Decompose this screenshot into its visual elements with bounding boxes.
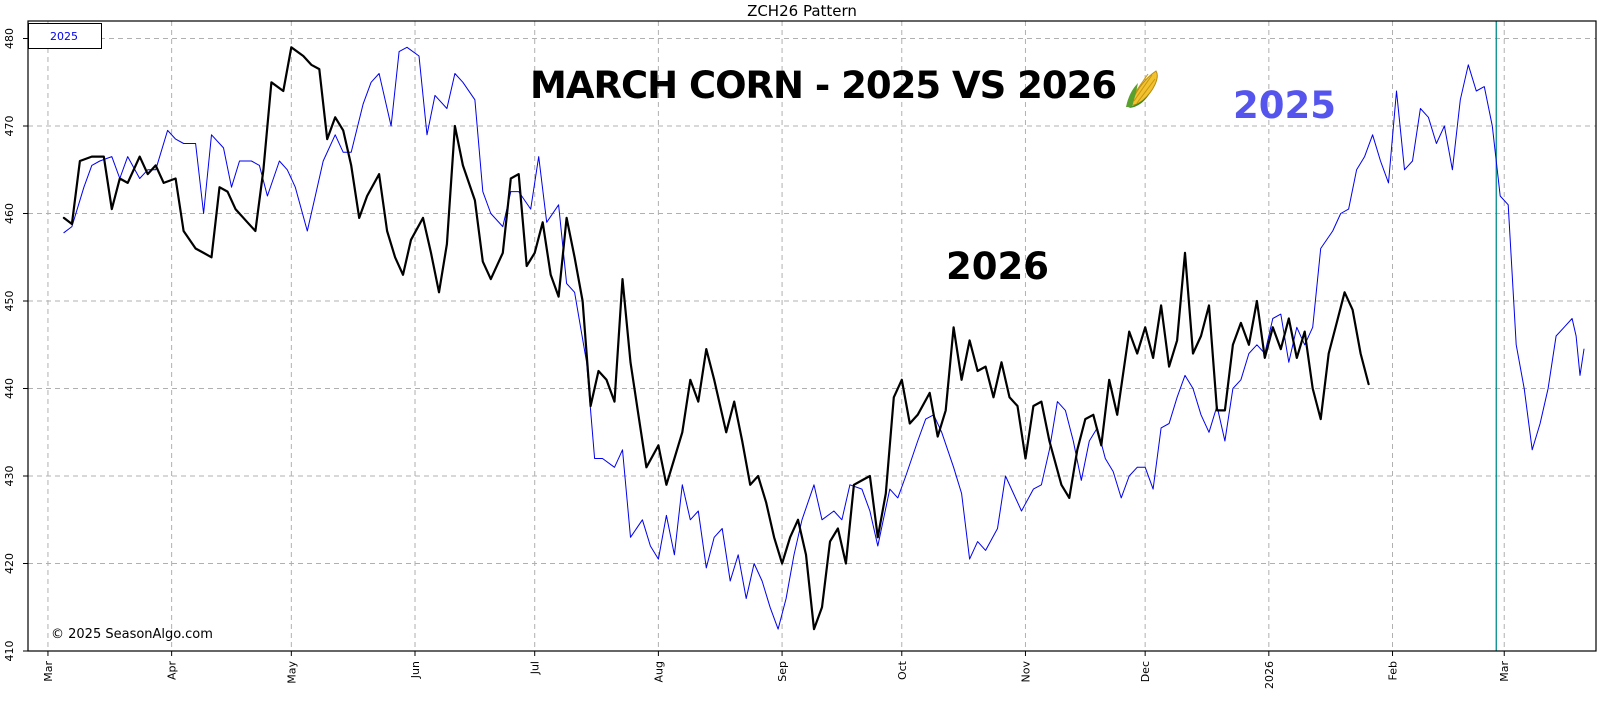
y-tick-label: 470 — [3, 116, 16, 137]
y-axis-ticks: 410 420 430 440 450 460 470 480 — [3, 28, 28, 662]
y-tick-label: 410 — [3, 641, 16, 662]
x-tick-label: Sep — [776, 661, 789, 682]
copyright-text: © 2025 SeasonAlgo.com — [51, 627, 213, 642]
grid-lines — [28, 21, 1596, 652]
x-tick-label: Feb — [1387, 661, 1400, 680]
x-tick-label: Mar — [42, 661, 55, 682]
y-tick-label: 420 — [3, 553, 16, 574]
y-tick-label: 440 — [3, 378, 16, 399]
annotation-2025: 2025 — [1233, 84, 1336, 127]
x-tick-label: May — [285, 661, 298, 684]
x-tick-label: Jul — [529, 661, 542, 675]
x-tick-label: Dec — [1139, 661, 1152, 682]
x-tick-label: Aug — [652, 661, 665, 682]
legend-label-2025: 2025 — [50, 30, 78, 43]
x-tick-label: Mar — [1498, 661, 1511, 682]
headline-text: MARCH CORN - 2025 VS 2026 — [530, 64, 1117, 107]
legend-box: 2025 — [28, 23, 102, 49]
y-tick-label: 430 — [3, 466, 16, 487]
series-lines — [62, 46, 1585, 631]
x-tick-label: Apr — [166, 661, 179, 681]
x-tick-label: Jun — [409, 661, 422, 679]
y-tick-label: 460 — [3, 203, 16, 224]
series-line-2026 — [62, 46, 1370, 631]
plot-frame — [27, 20, 1597, 652]
headline-annotation: MARCH CORN - 2025 VS 2026 — [530, 64, 1162, 109]
corn-icon — [1126, 69, 1158, 108]
y-tick-label: 480 — [3, 28, 16, 49]
x-tick-label: Oct — [896, 660, 909, 680]
chart-title: ZCH26 Pattern — [747, 2, 857, 20]
x-tick-label: Nov — [1019, 661, 1032, 683]
series-line-2025 — [63, 46, 1585, 630]
x-tick-label: 2026 — [1263, 661, 1276, 689]
x-axis-ticks: Mar Apr May Jun Jul Aug Sep Oct Nov Dec 2026 Feb Mar — [42, 651, 1511, 689]
y-tick-label: 450 — [3, 291, 16, 312]
annotation-2026: 2026 — [946, 245, 1049, 288]
